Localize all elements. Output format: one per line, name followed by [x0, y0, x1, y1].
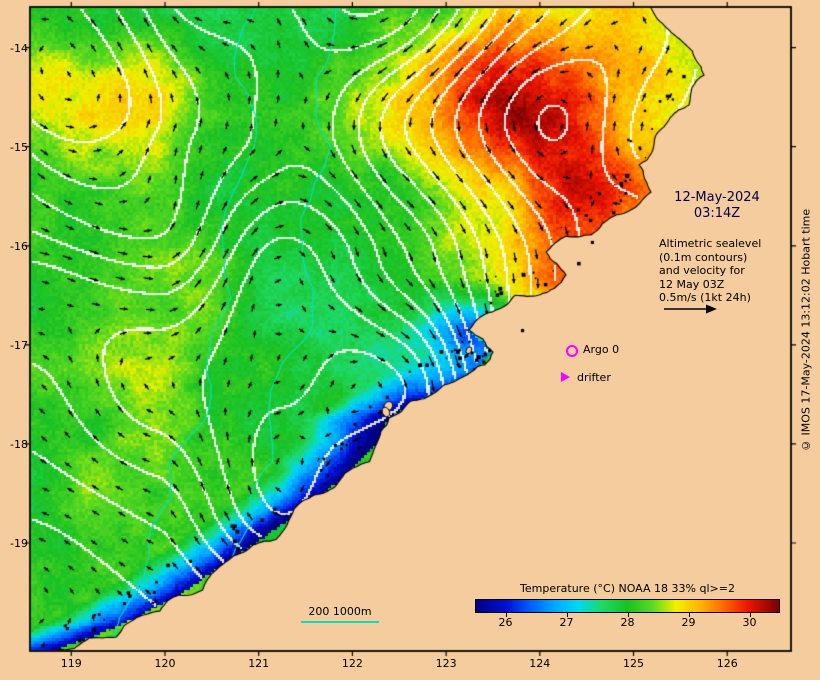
- altimetric-note-line: (0.1m contours): [659, 250, 748, 264]
- altimetric-note: Altimetric sealevel (0.1m contours) and …: [659, 237, 779, 305]
- colorbar-title: Temperature (°C) NOAA 18 33% ql>=2: [520, 582, 735, 595]
- altimetric-note-line: 12 May 03Z: [659, 277, 725, 291]
- colorbar-tick-label: 30: [742, 616, 757, 629]
- altimetric-note-line: 0.5m/s (1kt 24h): [659, 291, 751, 304]
- lon-tick-label: 125: [623, 657, 644, 670]
- argo-label: Argo 0: [583, 343, 620, 356]
- bathymetry-legend-line: [301, 621, 379, 623]
- time-text: 03:14Z: [693, 206, 741, 221]
- colorbar-tick-mark: [749, 613, 751, 617]
- lat-tick-label: -14: [10, 41, 28, 55]
- colorbar-tick-mark: [627, 613, 629, 617]
- lat-tick-label: -17: [10, 338, 28, 352]
- colorbar-tick-label: 28: [620, 616, 635, 629]
- lat-tick-label: -16: [10, 239, 28, 253]
- lat-tick-label: -15: [10, 140, 28, 154]
- timestamp-annotation: 12-May-2024 03:14Z: [652, 190, 782, 222]
- colorbar-tick-label: 27: [559, 616, 574, 629]
- lon-tick-label: 124: [529, 657, 551, 670]
- lon-tick-label: 119: [60, 657, 82, 670]
- velocity-scale-arrow-icon: [664, 304, 717, 314]
- lon-tick-label: 122: [341, 657, 363, 670]
- temperature-colorbar: [475, 599, 780, 613]
- lon-tick-label: 126: [716, 657, 738, 670]
- colorbar-tick-label: 29: [681, 616, 696, 629]
- bathymetry-legend-label: 200 1000m: [308, 605, 372, 618]
- lat-tick-label: -18: [10, 437, 28, 451]
- drifter-label: drifter: [577, 371, 611, 384]
- drifter-marker-icon: [561, 372, 570, 382]
- colorbar-tick-label: 26: [498, 616, 513, 629]
- argo-float-marker-icon: [566, 345, 578, 357]
- colorbar-tick-mark: [505, 613, 507, 617]
- altimetric-note-line: Altimetric sealevel: [659, 237, 762, 250]
- copyright-text: © IMOS 17-May-2024 13:12:02 Hobart time: [799, 208, 813, 452]
- altimetric-note-line: and velocity for: [659, 264, 745, 277]
- lon-tick-label: 121: [248, 657, 270, 670]
- lon-tick-label: 120: [154, 657, 176, 670]
- lon-tick-label: 123: [435, 657, 457, 670]
- date-text: 12-May-2024: [674, 190, 760, 205]
- lat-tick-label: -19: [10, 537, 28, 550]
- colorbar-tick-mark: [688, 613, 690, 617]
- colorbar-tick-mark: [566, 613, 568, 617]
